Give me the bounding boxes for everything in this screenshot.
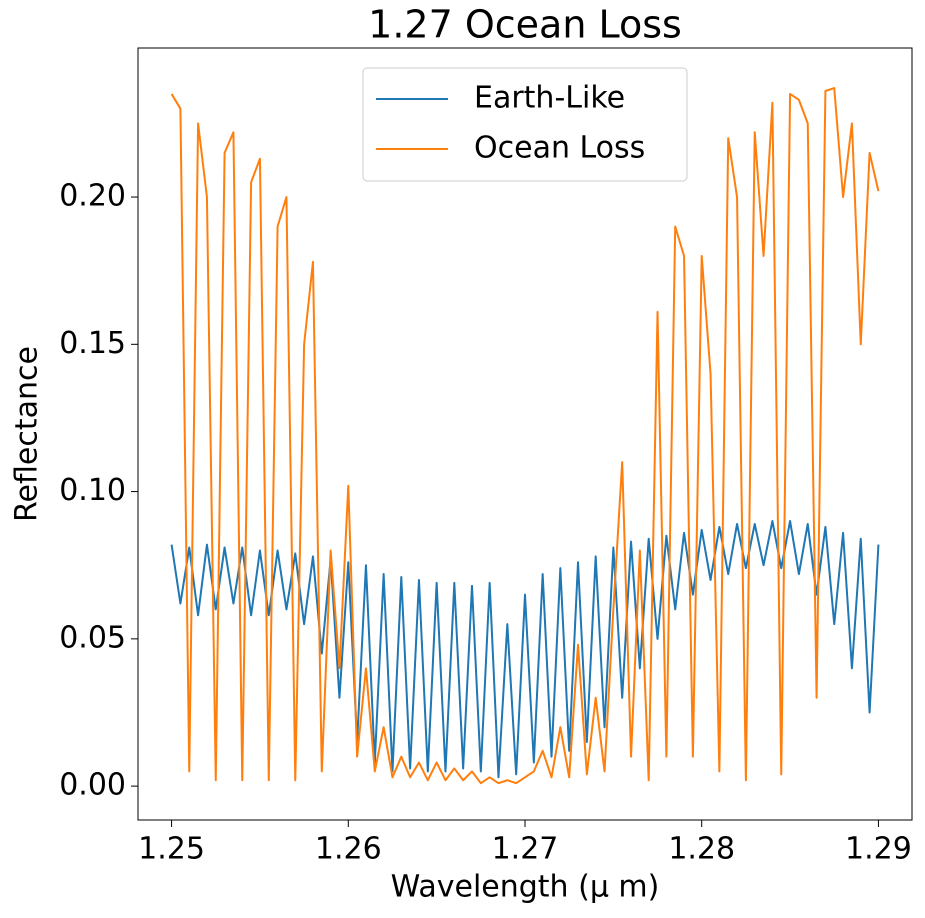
plot-frame bbox=[137, 47, 913, 821]
legend-label: Ocean Loss bbox=[474, 131, 645, 166]
chart-title: 1.27 Ocean Loss bbox=[368, 3, 682, 47]
data-line bbox=[170, 520, 880, 779]
legend-label: Earth-Like bbox=[474, 81, 625, 116]
y-axis-label: Reflectance bbox=[10, 346, 45, 522]
y-tick-label: 0.15 bbox=[59, 326, 126, 361]
y-tick-label: 0.00 bbox=[59, 768, 126, 803]
legend-box bbox=[362, 67, 688, 182]
x-axis-label: Wavelength (μ m) bbox=[391, 870, 660, 905]
y-tick-label: 0.20 bbox=[59, 179, 126, 214]
data-line bbox=[170, 87, 880, 785]
x-tick-label: 1.27 bbox=[492, 832, 559, 867]
y-tick-label: 0.05 bbox=[59, 620, 126, 655]
x-tick-label: 1.29 bbox=[845, 832, 912, 867]
x-tick-label: 1.26 bbox=[315, 832, 382, 867]
x-tick-label: 1.25 bbox=[138, 832, 205, 867]
x-tick-label: 1.28 bbox=[668, 832, 735, 867]
y-tick-label: 0.10 bbox=[59, 473, 126, 508]
